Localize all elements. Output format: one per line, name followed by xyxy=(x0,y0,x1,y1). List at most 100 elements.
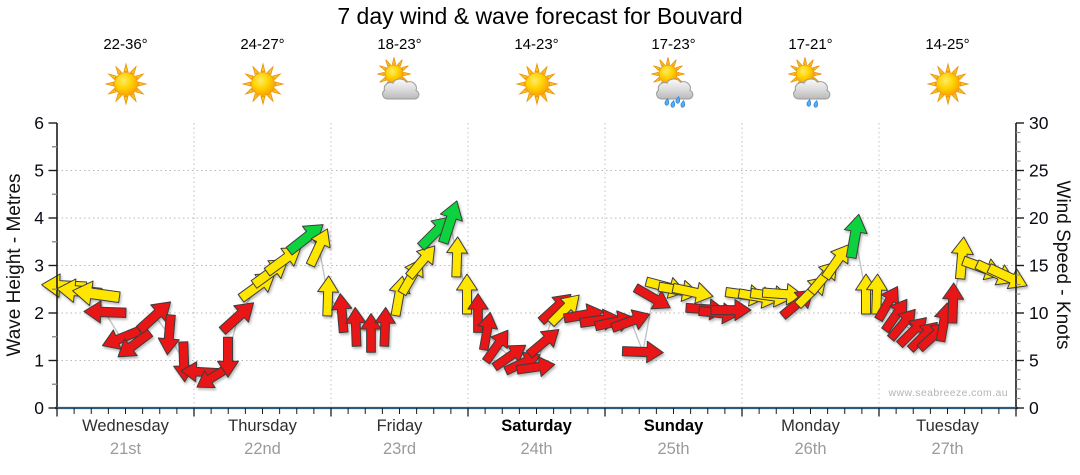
wind-arrow xyxy=(317,275,340,317)
wind-arrow xyxy=(843,213,868,260)
day-header-friday: 18-23° xyxy=(331,36,468,109)
showers-icon xyxy=(650,57,693,108)
right-axis-tick-label: 25 xyxy=(1029,161,1048,181)
day-date: 22nd xyxy=(244,440,281,458)
wind-arrow xyxy=(305,228,331,268)
day-temperature-range: 22-36° xyxy=(103,36,148,53)
day-temperature-range: 17-21° xyxy=(788,36,833,53)
day-date: 27th xyxy=(931,440,964,458)
wind-arrow xyxy=(446,236,469,278)
wind-arrow xyxy=(405,245,436,280)
wind-arrow xyxy=(374,306,396,347)
rain-drop xyxy=(805,99,811,107)
day-header-saturday: 14-23° xyxy=(468,36,605,109)
wind-arrow xyxy=(135,301,172,334)
wind-arrow xyxy=(101,326,142,350)
day-header-tuesday: 14-25° xyxy=(879,36,1016,109)
sun-rays xyxy=(240,62,285,106)
right-axis-tick-label: 5 xyxy=(1029,351,1039,371)
day-date: 24th xyxy=(520,440,553,458)
day-date: 26th xyxy=(794,440,827,458)
wind-arrow xyxy=(72,280,121,307)
wind-arrow xyxy=(218,302,255,335)
day-header-monday: 17-21° xyxy=(742,36,879,109)
wind-arrow xyxy=(632,283,671,310)
wind-arrows xyxy=(41,200,1028,389)
day-label-monday: Monday 26th xyxy=(742,417,879,459)
day-label-thursday: Thursday 22nd xyxy=(194,417,331,459)
wind-arrow xyxy=(547,294,580,328)
wind-arrow xyxy=(887,308,916,342)
sunny-icon xyxy=(103,62,148,106)
left-axis-tick-label: 6 xyxy=(34,113,44,133)
wind-arrow xyxy=(621,340,664,364)
day-name: Thursday xyxy=(228,417,297,435)
wind-arrow xyxy=(710,299,752,322)
day-label-sunday: Sunday 25th xyxy=(605,417,742,459)
wind-arrow xyxy=(516,356,556,377)
rain-drop xyxy=(674,96,680,104)
chart-title: 7 day wind & wave forecast for Bouvard xyxy=(337,3,743,29)
wind-arrow xyxy=(671,281,714,304)
day-name: Monday xyxy=(781,417,840,435)
sunny-icon xyxy=(240,62,285,106)
left-axis-tick-label: 5 xyxy=(34,161,44,181)
day-temperature-range: 17-23° xyxy=(651,36,696,53)
sun-rays xyxy=(103,62,148,106)
left-axis-tick-label: 2 xyxy=(34,303,44,323)
wind-arrow xyxy=(345,306,367,347)
watermark: www.seabreeze.com.au xyxy=(888,387,1008,399)
sunny-icon xyxy=(514,62,559,106)
rain-drop xyxy=(663,98,669,106)
day-temperature-range: 24-27° xyxy=(240,36,285,53)
wind-arrow xyxy=(477,311,498,352)
light-showers-icon xyxy=(787,57,830,108)
wind-arrow xyxy=(482,329,509,365)
partly-cloudy-icon xyxy=(376,57,419,100)
day-label-friday: Friday 23rd xyxy=(331,417,468,459)
wind-arrow xyxy=(942,282,965,324)
left-axis-tick-label: 1 xyxy=(34,351,44,371)
wind-arrow xyxy=(874,286,900,323)
day-label-wednesday: Wednesday 21st xyxy=(57,417,194,459)
day-name: Sunday xyxy=(643,417,704,435)
cloud xyxy=(381,78,419,100)
day-temperature-range: 14-23° xyxy=(514,36,559,53)
right-axis-tick-label: 30 xyxy=(1029,113,1049,133)
sun-disc xyxy=(935,72,960,96)
wind-arrow xyxy=(456,273,478,315)
wind-arrow xyxy=(217,336,239,378)
right-axis-tick-label: 10 xyxy=(1029,303,1049,323)
wind-arrow xyxy=(525,329,560,359)
sun-rays xyxy=(514,62,559,106)
rain-drop xyxy=(679,100,685,108)
day-label-tuesday: Tuesday 27th xyxy=(879,417,1016,459)
day-name: Wednesday xyxy=(82,417,169,435)
cloud xyxy=(655,78,693,100)
right-axis-tick-label: 15 xyxy=(1029,256,1048,276)
wind-arrow xyxy=(610,309,651,333)
cloud xyxy=(792,78,830,100)
day-name: Friday xyxy=(376,417,423,435)
day-date: 21st xyxy=(109,440,142,458)
wind-arrow xyxy=(438,200,463,245)
wind-arrow xyxy=(83,300,127,324)
day-name: Tuesday xyxy=(916,417,979,435)
day-date: 23rd xyxy=(382,440,417,458)
rain-drop xyxy=(669,100,675,108)
day-temperature-range: 14-25° xyxy=(925,36,970,53)
wind-arrow xyxy=(881,298,908,334)
day-label-saturday: Saturday 24th xyxy=(468,417,605,459)
sunny-icon xyxy=(925,62,970,106)
axes: 0 1 2 3 4 5 6 0 5 10 15 20 25 30 xyxy=(34,113,1048,418)
wind-arrow xyxy=(950,236,974,280)
day-header-thursday: 24-27° xyxy=(194,36,331,109)
day-temperature-range: 18-23° xyxy=(377,36,422,53)
day-name: Saturday xyxy=(501,417,572,435)
sun-disc xyxy=(524,72,549,96)
sun-disc xyxy=(113,72,138,96)
wind-arrow xyxy=(467,293,489,333)
left-axis-tick-label: 3 xyxy=(34,256,44,276)
right-axis-tick-label: 0 xyxy=(1029,398,1039,418)
